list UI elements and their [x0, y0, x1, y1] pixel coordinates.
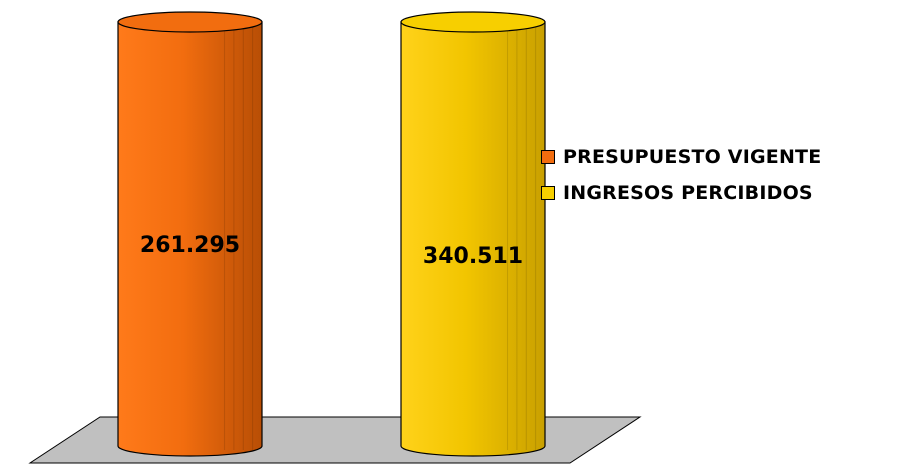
- value-label-presupuesto: 261.295: [140, 233, 240, 258]
- bars-group: [117, 11, 546, 457]
- value-labels-group: 261.295 340.511: [140, 233, 523, 269]
- legend-label-ingresos: INGRESOS PERCIBIDOS: [563, 182, 813, 204]
- legend-swatch-presupuesto: [541, 150, 555, 164]
- legend-item-ingresos: INGRESOS PERCIBIDOS: [541, 176, 821, 210]
- cylinder-body-presupuesto: [117, 21, 263, 457]
- legend-item-presupuesto: PRESUPUESTO VIGENTE: [541, 140, 821, 174]
- cylinder-top-ingresos: [400, 11, 546, 33]
- legend-swatch-ingresos: [541, 186, 555, 200]
- value-label-ingresos: 340.511: [423, 244, 523, 269]
- legend: PRESUPUESTO VIGENTE INGRESOS PERCIBIDOS: [541, 140, 821, 212]
- legend-label-presupuesto: PRESUPUESTO VIGENTE: [563, 146, 822, 168]
- cylinder-body-ingresos: [400, 21, 546, 457]
- cylinder-top-presupuesto: [117, 11, 263, 33]
